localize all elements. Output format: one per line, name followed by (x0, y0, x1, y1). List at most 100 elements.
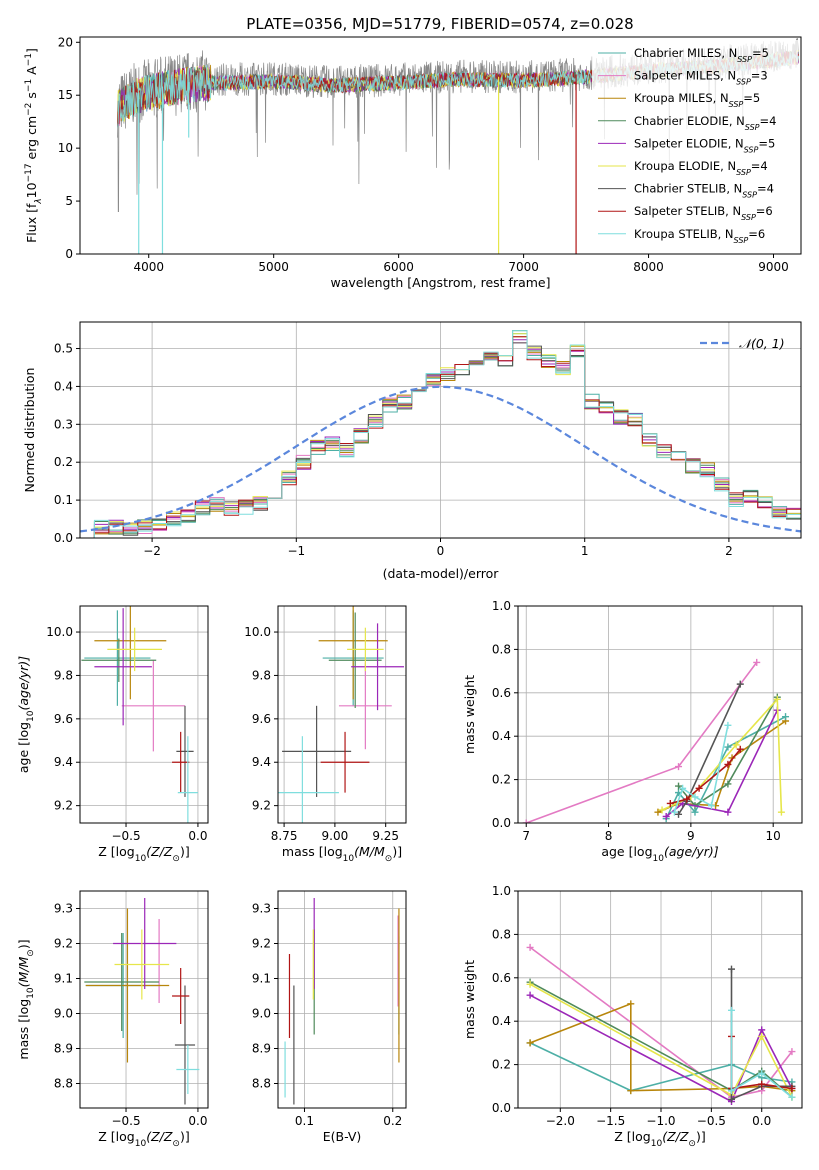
panel-spectrum: 4000 5000 6000 7000 8000 9000 0 5 10 15 20 waveleng… (24, 35, 802, 290)
y-axis-label: mass weight (462, 960, 477, 1039)
x-tick-label: 7000 (508, 260, 539, 274)
legend-label: Kroupa MILES, NSSP=5 (634, 91, 760, 109)
x-tick-label: 5000 (258, 260, 289, 274)
y-tick-label: 0.2 (54, 455, 73, 469)
y-tick-label: 9.4 (252, 755, 271, 769)
weight-marker (662, 812, 670, 820)
y-axis-label: age [log10(age/yr)] (16, 656, 36, 773)
panel-age_vs_z: −0.5 0.0 9.2 9.4 9.6 9.8 10.0 Z [log10(Z/Z⊙)] ag… (16, 605, 209, 864)
y-tick-label: 9.1 (252, 972, 271, 986)
plot-area (80, 330, 801, 538)
legend-label: Chabrier ELODIE, NSSP=4 (634, 114, 776, 132)
axes-frame (277, 890, 407, 1109)
panel-weight_vs_age: 7 8 9 10 0.0 0.2 0.4 0.6 0.8 1.0 age [log10(age/yr… (462, 599, 803, 864)
x-tick-label: −0.5 (111, 829, 140, 843)
y-tick-label: 0 (65, 247, 73, 261)
histogram-chabrier-miles (80, 333, 801, 538)
weight-marker (675, 810, 683, 818)
plot-area (526, 943, 796, 1105)
y-tick-label: 9.0 (54, 1007, 73, 1021)
x-tick-label: −1 (287, 544, 305, 558)
weight-marker (675, 763, 683, 771)
x-axis-label: Z [log10(Z/Z⊙)] (98, 844, 189, 864)
weight-line-salpeter-miles (525, 661, 758, 823)
y-tick-label: 0.2 (492, 1058, 511, 1072)
weight-marker (724, 721, 732, 729)
weight-marker (732, 741, 740, 749)
x-tick-label: 9.25 (372, 829, 399, 843)
x-axis-label: mass [log10(M/M⊙)] (282, 844, 402, 864)
panel-mass_vs_ebv: 0.1 0.2 8.8 8.9 9.0 9.1 9.2 9.3 E(B-V) (252, 890, 407, 1144)
x-tick-label: 9.00 (322, 829, 349, 843)
weight-marker (724, 743, 732, 751)
histogram-kroupa-miles (80, 336, 801, 538)
legend-label: Salpeter MILES, NSSP=3 (634, 69, 768, 87)
plot-area (522, 658, 790, 823)
weight-marker (526, 991, 534, 999)
legend-label: Kroupa ELODIE, NSSP=4 (634, 159, 768, 177)
x-tick-label: −1.5 (596, 1114, 625, 1128)
y-tick-label: 9.2 (54, 799, 73, 813)
y-tick-label: 0.0 (492, 816, 511, 830)
histogram-kroupa-elodie (80, 333, 801, 538)
y-tick-label: 20 (58, 35, 73, 49)
plot-area (117, 37, 799, 254)
y-tick-label: 0.4 (492, 1014, 511, 1028)
weight-marker (773, 695, 781, 703)
x-tick-label: 0.0 (752, 1114, 771, 1128)
y-tick-label: 8.8 (54, 1077, 73, 1091)
x-axis-label: wavelength [Angstrom, rest frame] (330, 275, 550, 290)
weight-marker (724, 808, 732, 816)
y-tick-label: 10.0 (46, 625, 73, 639)
weight-marker (627, 1000, 635, 1008)
x-axis-label: Z [log10(Z/Z⊙)] (98, 1129, 189, 1149)
x-tick-label: 2 (725, 544, 733, 558)
y-axis-label: Flux [fλ10−17 erg cm−2 s−1 A−1] (24, 48, 44, 243)
y-axis-label: mass weight (462, 675, 477, 754)
panel-residuals: −2 −1 0 1 2 0.0 0.1 0.2 0.3 0.4 0.5 (data-model)/er… (22, 321, 802, 581)
legend-background (592, 40, 798, 250)
y-tick-label: 0.0 (54, 531, 73, 545)
weight-marker (728, 965, 736, 973)
y-tick-label: 1.0 (492, 884, 511, 898)
y-tick-label: 9.3 (54, 902, 73, 916)
x-tick-label: −0.5 (697, 1114, 726, 1128)
x-tick-label: 8.75 (271, 829, 298, 843)
y-tick-label: 0.4 (492, 729, 511, 743)
axes-frame (517, 890, 803, 1109)
y-tick-label: 9.4 (54, 755, 73, 769)
y-tick-label: 1.0 (492, 599, 511, 613)
legend-label: Chabrier STELIB, NSSP=4 (634, 182, 774, 200)
plot-area (81, 606, 198, 823)
weight-marker (695, 784, 703, 792)
plot-area (284, 898, 400, 1105)
weight-line-chabrier-elodie (529, 981, 793, 1098)
weight-marker (758, 1080, 766, 1088)
x-tick-label: 6000 (383, 260, 414, 274)
histogram-chabrier-elodie (80, 330, 801, 538)
y-tick-label: 0.2 (492, 773, 511, 787)
panel-age_vs_mass: 8.75 9.00 9.25 9.2 9.4 9.6 9.8 10.0 mass [log10(… (244, 605, 407, 864)
weight-marker (736, 680, 744, 688)
legend-label: Salpeter ELODIE, NSSP=5 (634, 136, 775, 154)
x-tick-label: 7 (522, 829, 530, 843)
x-tick-label: 0 (437, 544, 445, 558)
y-tick-label: 0.0 (492, 1101, 511, 1115)
weight-marker (526, 1039, 534, 1047)
y-tick-label: 9.8 (252, 668, 271, 682)
x-tick-label: 0.1 (295, 1114, 314, 1128)
x-tick-label: −1.0 (646, 1114, 675, 1128)
axes-frame (79, 890, 209, 1109)
y-tick-label: 9.2 (252, 799, 271, 813)
y-tick-label: 15 (58, 88, 73, 102)
weight-marker (627, 1087, 635, 1095)
y-tick-label: 9.2 (54, 937, 73, 951)
y-tick-label: 0.5 (54, 342, 73, 356)
weight-marker (658, 806, 666, 814)
weight-marker (788, 1048, 796, 1056)
weight-marker (724, 760, 732, 768)
weight-marker (777, 808, 785, 816)
x-tick-label: 1 (581, 544, 589, 558)
weight-marker (728, 1095, 736, 1103)
